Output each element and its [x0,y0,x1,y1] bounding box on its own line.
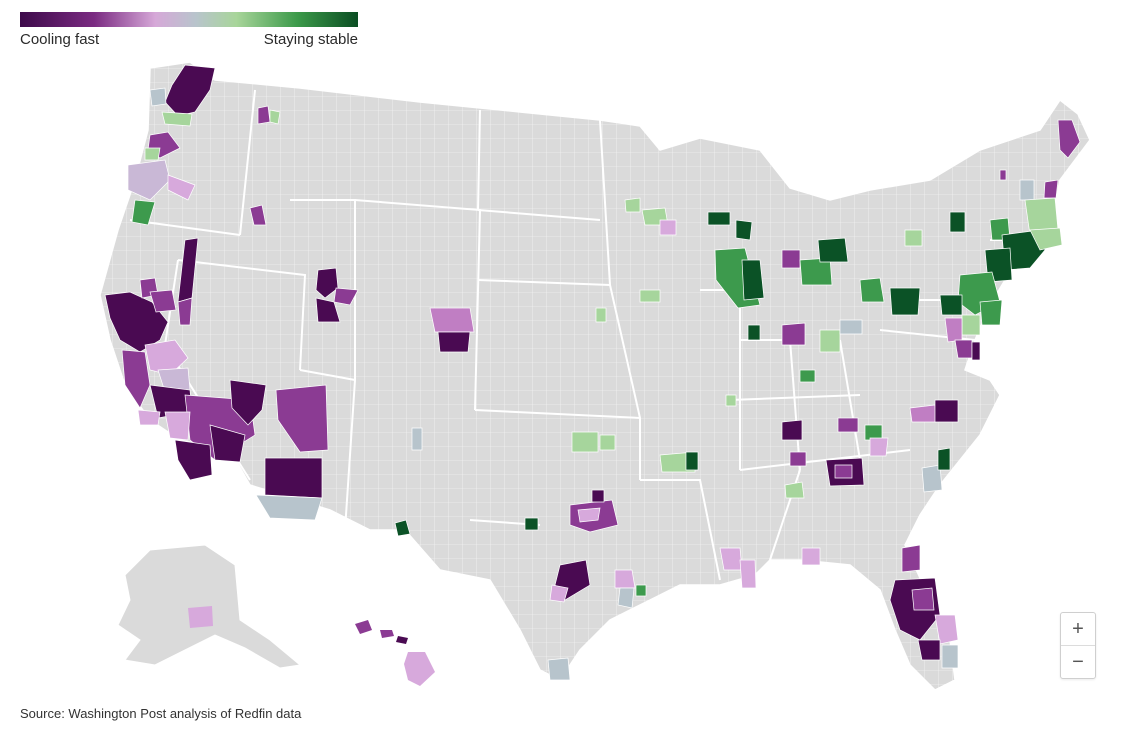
map-container[interactable] [0,40,1128,700]
legend-right-label: Staying stable [263,31,358,48]
zoom-out-button[interactable]: − [1061,645,1095,678]
alaska [117,544,302,669]
county-highlights-central [394,289,821,681]
legend: Cooling fast Staying stable [20,12,358,48]
hawaii [355,620,435,686]
zoom-in-button[interactable]: + [1072,617,1084,640]
county-highlights-southeast [781,399,959,669]
legend-color-scale [20,12,358,27]
contiguous-us [99,61,1091,691]
legend-left-label: Cooling fast [20,31,100,48]
us-county-map[interactable] [0,40,1128,700]
county-highlights-northeast [939,119,1081,361]
zoom-controls: + − [1060,612,1096,679]
county-highlights-west [104,64,475,521]
county-highlights-midwest [624,197,966,407]
source-note: Source: Washington Post analysis of Redf… [20,706,302,721]
